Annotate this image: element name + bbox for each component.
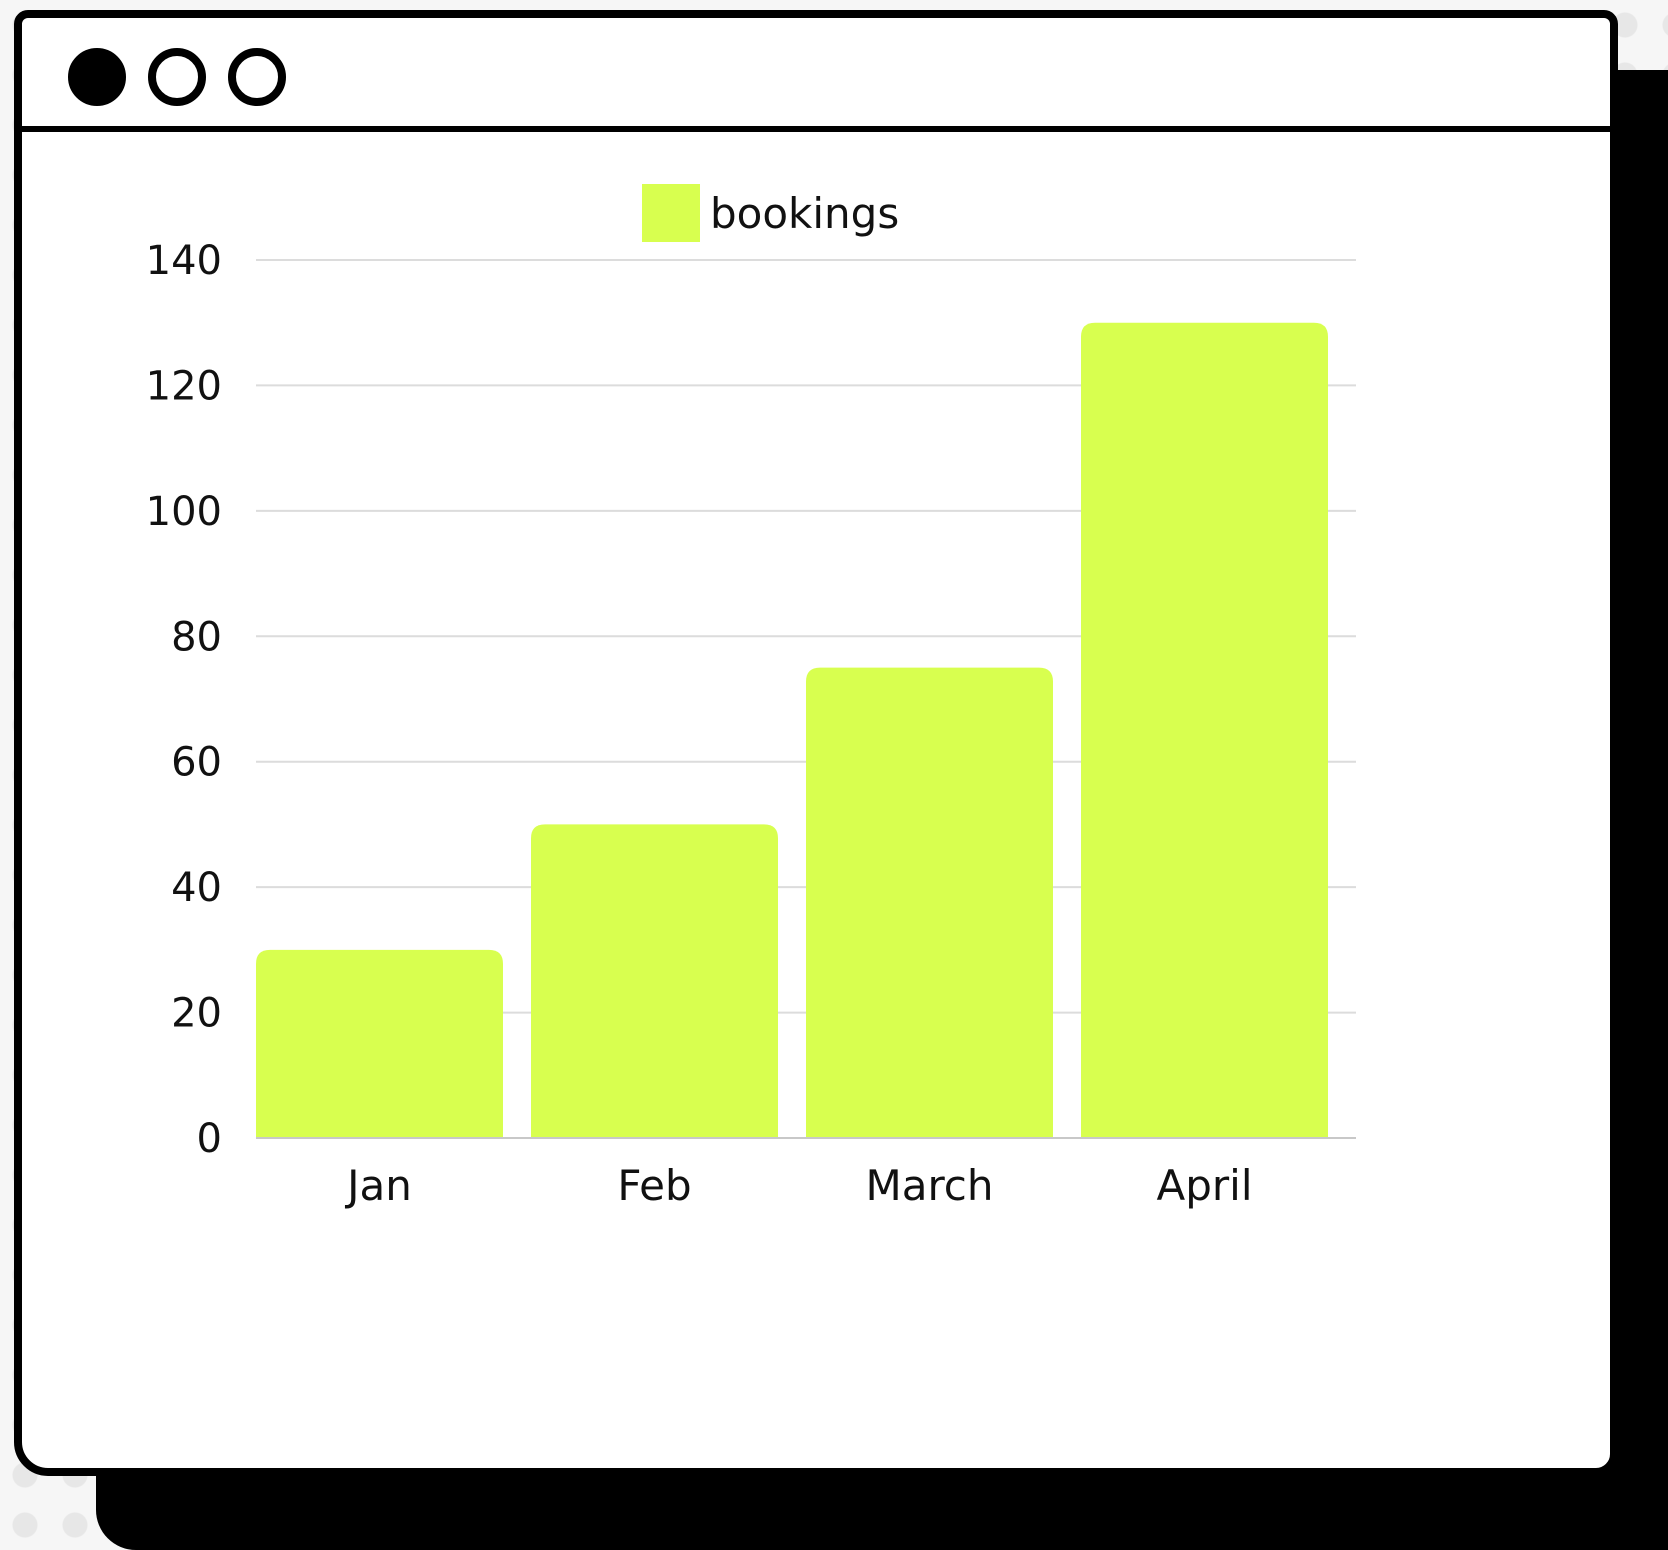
x-tick-label: Feb [617, 1161, 691, 1210]
y-tick-label: 40 [171, 865, 222, 911]
y-tick-label: 120 [146, 363, 222, 409]
minimize-button[interactable] [148, 48, 206, 106]
chart-canvas: 0 20 40 60 80 100 120 140 Jan Feb March April book… [146, 184, 1356, 1210]
y-tick-label: 80 [171, 614, 222, 660]
y-tick-label: 0 [197, 1116, 222, 1162]
y-tick-label: 100 [146, 489, 222, 535]
legend-label: bookings [710, 189, 899, 238]
title-bar [22, 18, 1610, 132]
bar-jan [256, 949, 503, 1138]
app-window: 0 20 40 60 80 100 120 140 Jan Feb March April book… [14, 10, 1618, 1476]
legend: bookings [642, 184, 899, 242]
bar-feb [531, 824, 778, 1138]
bar-april [1081, 322, 1328, 1138]
bar-march [806, 667, 1053, 1138]
y-tick-label: 20 [171, 991, 222, 1037]
x-tick-label: Jan [344, 1161, 412, 1210]
x-tick-label: April [1157, 1161, 1253, 1210]
maximize-button[interactable] [228, 48, 286, 106]
x-tick-label: March [865, 1161, 993, 1210]
close-button[interactable] [68, 48, 126, 106]
y-tick-label: 140 [146, 238, 222, 284]
y-axis-ticks: 0 20 40 60 80 100 120 140 [146, 238, 222, 1162]
x-axis-labels: Jan Feb March April [344, 1161, 1252, 1210]
bars [256, 322, 1328, 1138]
legend-swatch [642, 184, 700, 242]
bar-chart: 0 20 40 60 80 100 120 140 Jan Feb March April book… [22, 18, 1610, 1468]
y-tick-label: 60 [171, 740, 222, 786]
